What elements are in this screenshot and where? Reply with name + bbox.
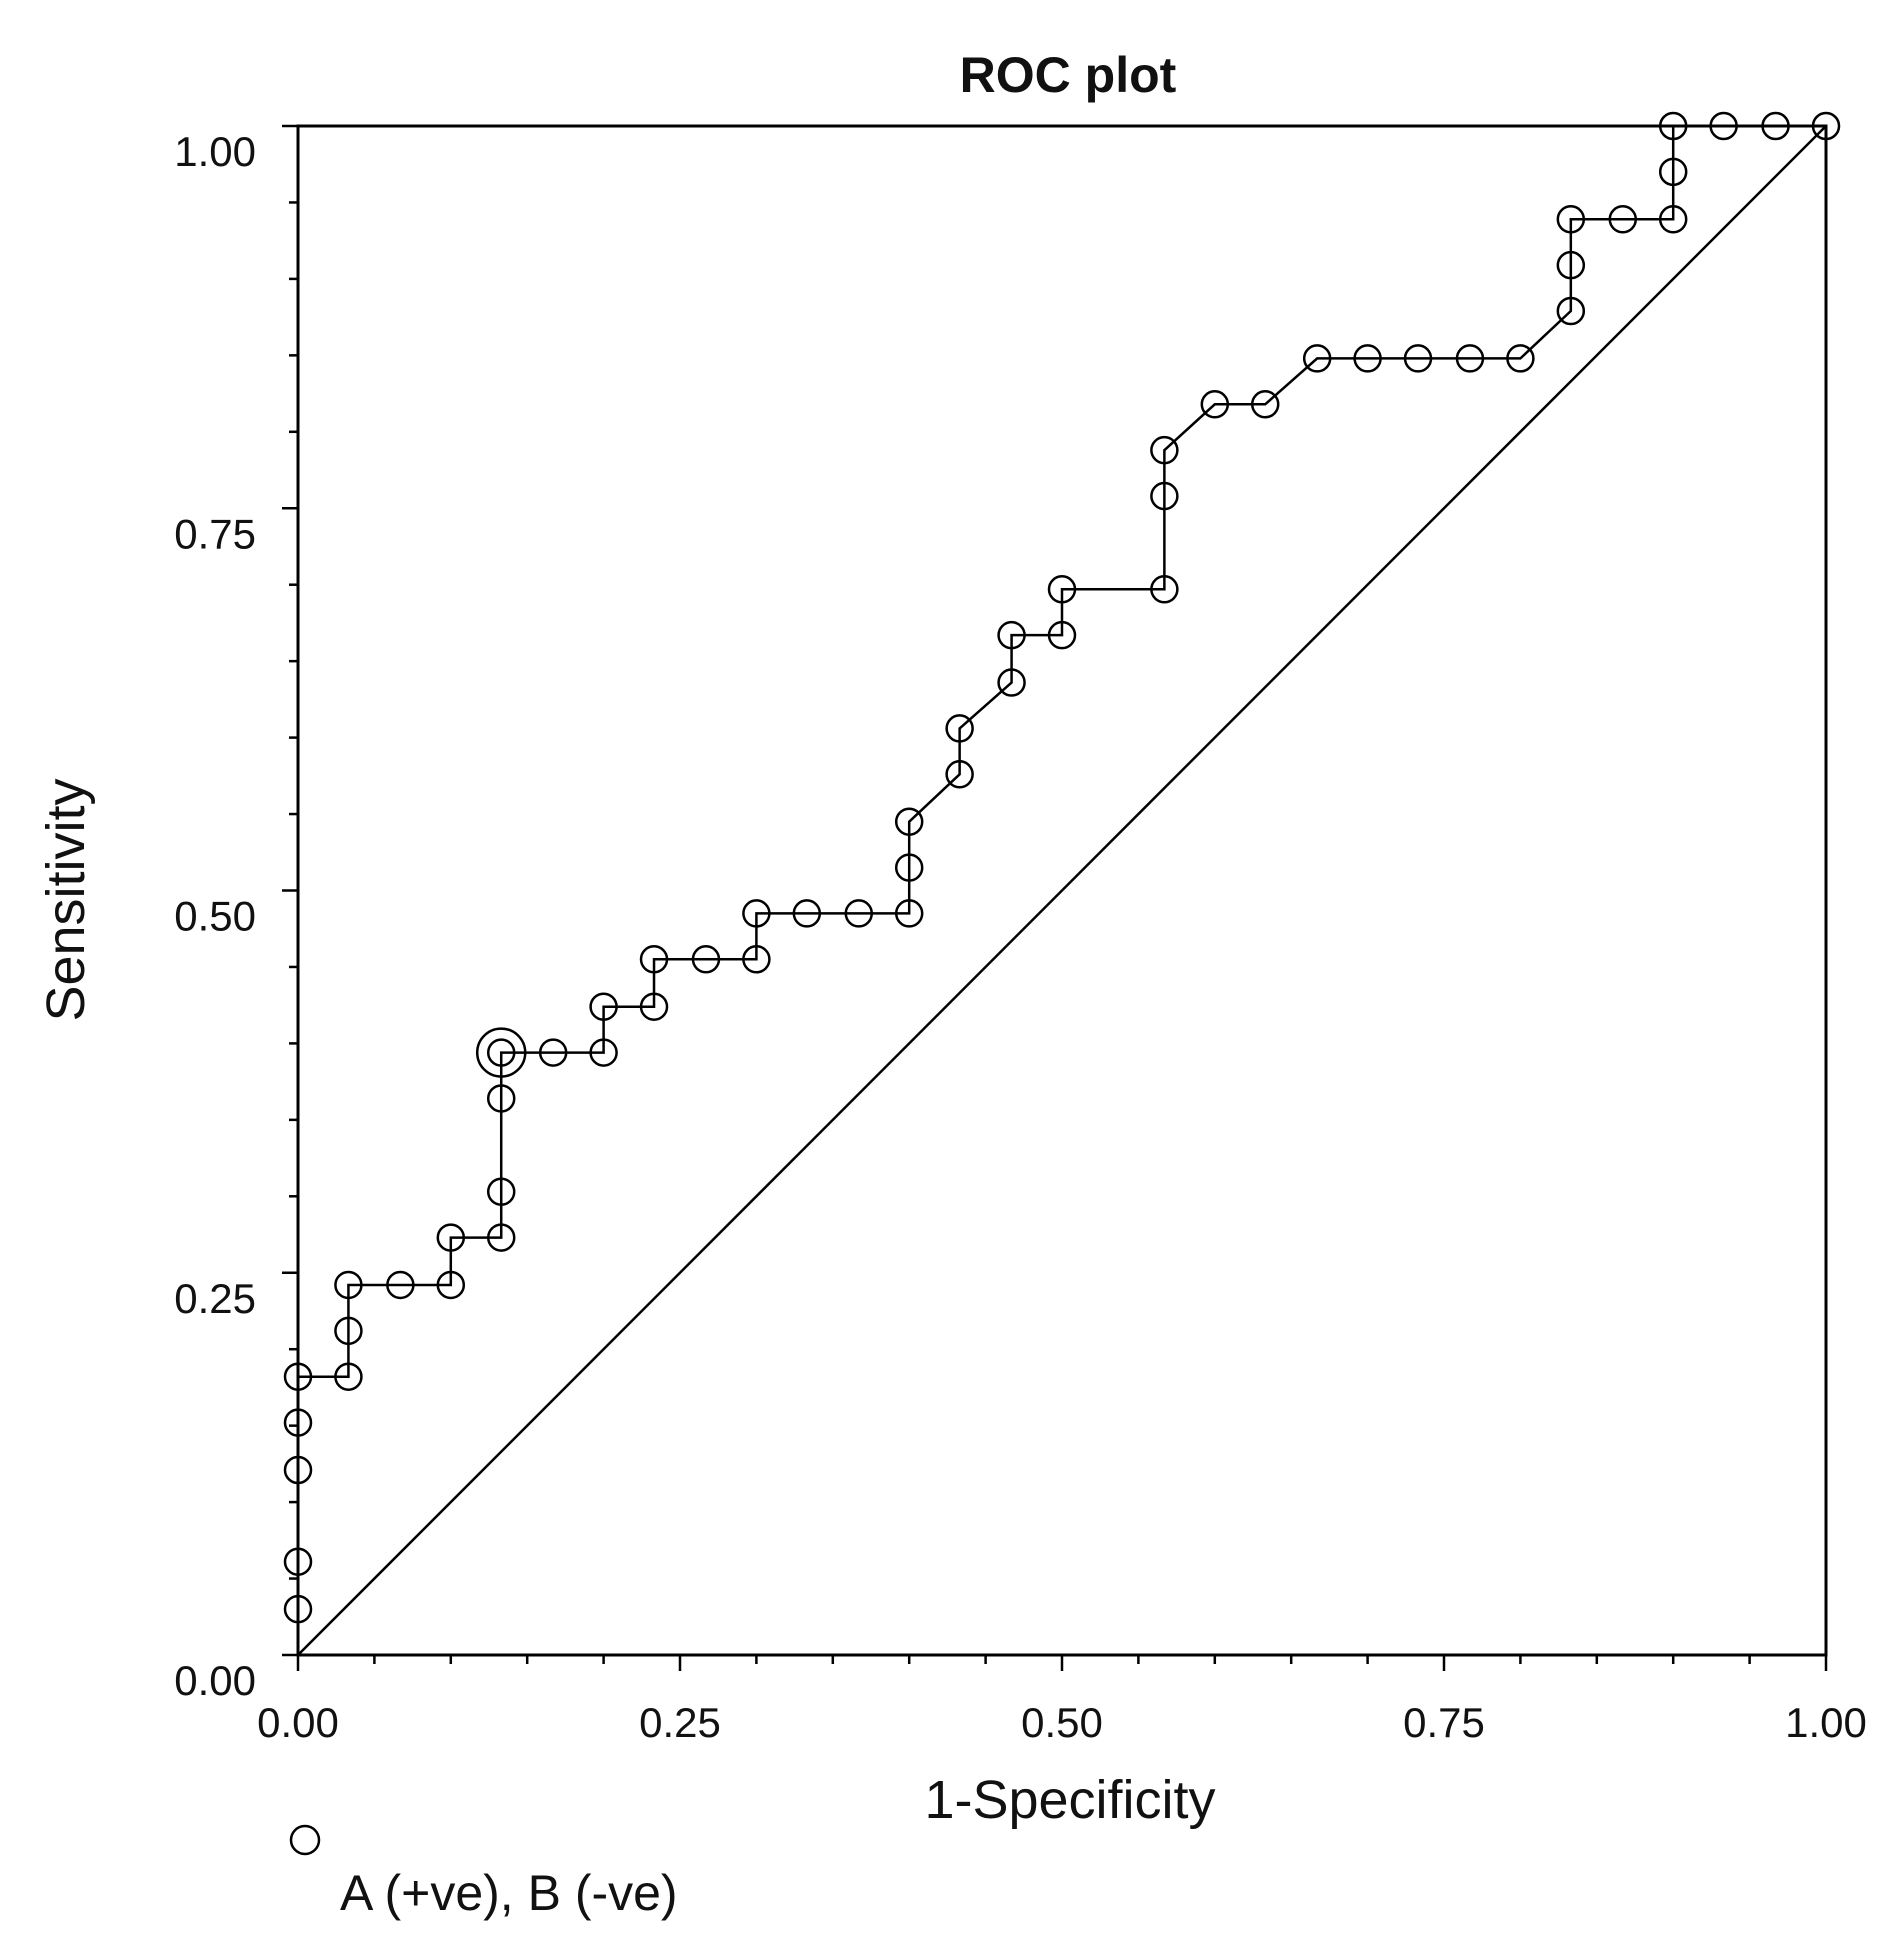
roc-point <box>1250 390 1280 419</box>
roc-point <box>997 620 1026 650</box>
roc-curve-line <box>296 124 1826 1655</box>
roc-point <box>691 945 721 974</box>
roc-point <box>1302 344 1332 373</box>
legend-marker-icon <box>289 1824 321 1856</box>
roc-point <box>334 1270 363 1300</box>
optimal-point-ring <box>475 1027 527 1078</box>
roc-point <box>742 899 771 928</box>
roc-point <box>283 1455 313 1485</box>
roc-point <box>1150 575 1179 604</box>
roc-point <box>1608 205 1638 234</box>
roc-point <box>486 1177 516 1206</box>
roc-point <box>1556 296 1586 326</box>
x-tick-label: 1.00 <box>1785 1699 1867 1746</box>
chart-title: ROC plot <box>960 47 1177 103</box>
roc-point <box>1658 205 1688 234</box>
roc-point <box>1506 344 1535 373</box>
roc-point <box>283 1594 313 1624</box>
roc-point <box>1353 344 1382 373</box>
roc-point <box>894 899 924 928</box>
roc-point <box>538 1038 568 1067</box>
roc-point <box>997 668 1026 697</box>
chance-diagonal-line <box>297 125 1827 1656</box>
plot-area <box>283 111 1841 1655</box>
roc-point <box>386 1270 415 1300</box>
roc-point <box>334 1316 363 1346</box>
y-tick-label: 0.75 <box>174 510 256 557</box>
roc-point <box>486 1038 516 1067</box>
roc-point <box>639 945 669 974</box>
roc-point <box>1709 111 1738 141</box>
roc-point <box>1455 344 1485 373</box>
roc-point <box>894 853 924 882</box>
x-tick-label: 0.75 <box>1403 1699 1485 1746</box>
roc-point <box>1047 620 1077 650</box>
y-tick-label: 1.00 <box>174 128 256 175</box>
roc-point <box>844 899 874 928</box>
roc-point <box>945 760 974 789</box>
roc-point <box>283 1362 313 1391</box>
roc-point <box>1200 390 1230 419</box>
roc-point <box>334 1362 363 1391</box>
roc-point <box>1150 481 1179 511</box>
x-tick-label: 0.25 <box>639 1699 721 1746</box>
y-tick-label: 0.50 <box>174 893 256 940</box>
roc-point <box>1403 344 1433 373</box>
roc-point <box>436 1270 466 1300</box>
roc-point <box>1150 435 1179 465</box>
roc-point <box>283 1408 313 1437</box>
axes: 0.00 0.25 0.50 0.75 1.00 0.00 0.25 0.50 0.75 1.00 <box>174 124 1867 1746</box>
roc-point <box>283 1547 313 1576</box>
roc-point <box>1761 111 1790 141</box>
roc-point <box>1811 111 1841 141</box>
roc-point <box>742 945 771 974</box>
roc-point <box>1047 575 1077 604</box>
y-axis-label: Sensitivity <box>36 778 96 1021</box>
roc-point <box>639 992 669 1021</box>
x-tick-label: 0.00 <box>257 1699 339 1746</box>
roc-point <box>894 807 924 836</box>
roc-point <box>1556 250 1586 280</box>
roc-point <box>486 1084 516 1113</box>
roc-point <box>1658 157 1688 187</box>
roc-point <box>486 1223 516 1252</box>
y-tick-label: 0.25 <box>174 1275 256 1322</box>
roc-point <box>436 1223 466 1252</box>
x-tick-label: 0.50 <box>1021 1699 1103 1746</box>
x-axis-label: 1-Specificity <box>924 1770 1215 1830</box>
roc-point <box>1556 205 1586 234</box>
roc-point <box>1658 111 1688 141</box>
legend-label: A (+ve), B (-ve) <box>340 1865 678 1921</box>
roc-point <box>792 899 822 928</box>
y-tick-label: 0.00 <box>174 1657 256 1704</box>
roc-point <box>589 992 618 1021</box>
roc-point <box>589 1038 618 1067</box>
roc-point <box>945 714 974 743</box>
